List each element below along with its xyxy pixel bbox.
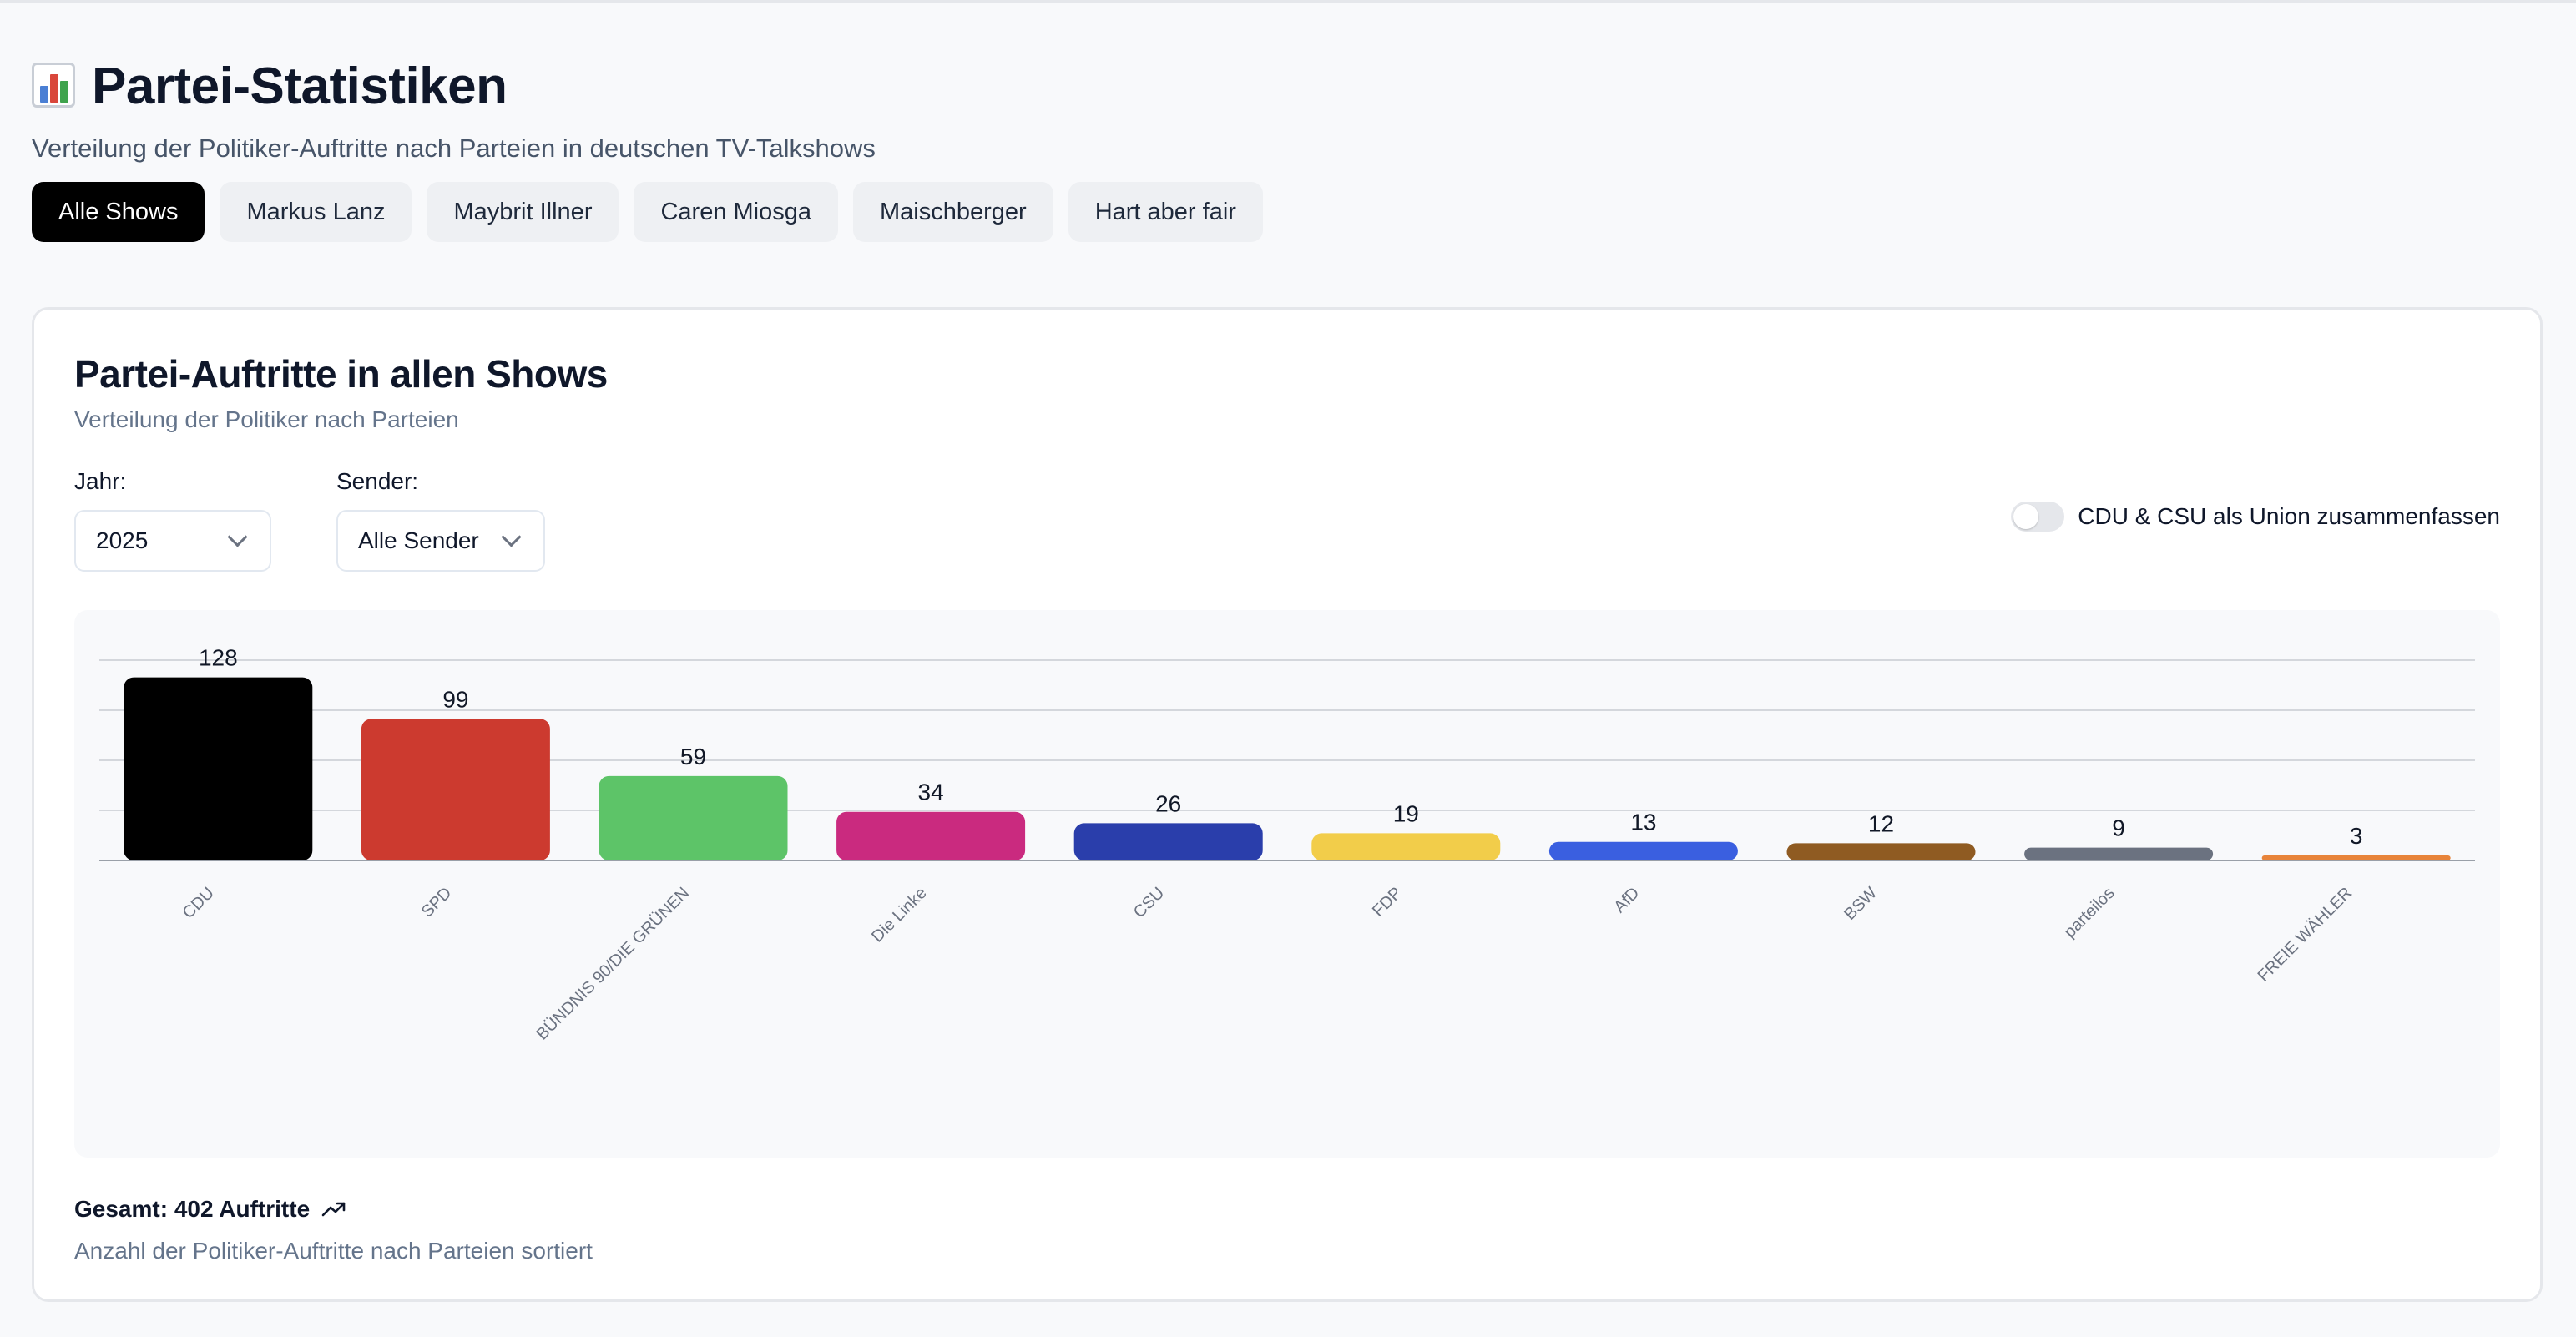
year-label: Jahr:: [74, 468, 127, 494]
bar-bündnis-90-die-grünen[interactable]: [599, 775, 788, 860]
bar-afd[interactable]: [1548, 841, 1738, 860]
data-label: 34: [918, 779, 944, 805]
data-label: 13: [1630, 810, 1656, 835]
chart-area: 128 CDU 99 SPD 59 BÜNDNIS 90/DIE GRÜNEN 34 Die …: [74, 610, 2500, 1158]
data-label: 99: [442, 686, 468, 712]
tab-caren-miosga[interactable]: Caren Miosga: [634, 182, 839, 242]
bar-bsw[interactable]: [1786, 843, 1976, 860]
bar-cdu[interactable]: [124, 677, 313, 860]
tab-hart-aber-fair[interactable]: Hart aber fair: [1068, 182, 1263, 242]
x-tick-label: CSU: [1130, 884, 1168, 921]
x-tick-label: parteilos: [2061, 884, 2119, 941]
tab-maybrit-illner[interactable]: Maybrit Illner: [427, 182, 619, 242]
x-tick-label: CDU: [179, 884, 218, 922]
page-subtitle: Verteilung der Politiker-Auftritte nach …: [32, 134, 876, 163]
year-select[interactable]: 2025: [74, 510, 271, 572]
bar-die-linke[interactable]: [836, 811, 1026, 860]
chevron-down-icon: [501, 527, 522, 547]
data-label: 59: [680, 744, 706, 769]
x-tick-label: BSW: [1841, 884, 1881, 924]
sender-select-value: Alle Sender: [358, 527, 479, 553]
union-toggle-label: CDU & CSU als Union zusammenfassen: [2078, 503, 2500, 529]
union-toggle-group: CDU & CSU als Union zusammenfassen: [2011, 502, 2500, 532]
x-tick-label: Die Linke: [868, 884, 931, 946]
chart-card: Partei-Auftritte in allen Shows Verteilu…: [32, 307, 2543, 1302]
chart-footnote: Anzahl der Politiker-Auftritte nach Part…: [74, 1238, 593, 1264]
bar-fdp[interactable]: [1311, 833, 1501, 860]
x-tick-label: AfD: [1610, 884, 1643, 916]
data-label: 9: [2112, 815, 2125, 841]
top-border: [0, 0, 2576, 3]
data-label: 128: [199, 645, 238, 671]
x-tick-label: FDP: [1369, 884, 1406, 921]
x-tick-label: BÜNDNIS 90/DIE GRÜNEN: [533, 884, 693, 1044]
tab-maischberger[interactable]: Maischberger: [853, 182, 1053, 242]
data-label: 26: [1155, 790, 1181, 816]
sender-select[interactable]: Alle Sender: [336, 510, 545, 572]
total-text: Gesamt: 402 Auftritte: [74, 1196, 311, 1222]
trending-up-icon: [321, 1202, 346, 1217]
tab-alle-shows[interactable]: Alle Shows: [32, 182, 205, 242]
union-toggle-switch[interactable]: [2011, 502, 2065, 532]
card-title: Partei-Auftritte in allen Shows: [74, 352, 608, 396]
page-title: Partei-Statistiken: [92, 57, 508, 115]
bar-freie-wähler[interactable]: [2261, 855, 2451, 860]
x-tick-label: FREIE WÄHLER: [2255, 884, 2356, 986]
tab-markus-lanz[interactable]: Markus Lanz: [220, 182, 412, 242]
year-select-value: 2025: [96, 527, 149, 553]
bar-parteilos[interactable]: [2024, 847, 2214, 860]
x-tick-label: SPD: [418, 884, 456, 921]
title-row: Partei-Statistiken: [32, 50, 2544, 122]
page-header: Partei-Statistiken Verteilung der Politi…: [32, 50, 2544, 242]
bar-chart-icon: [32, 63, 78, 109]
data-label: 19: [1393, 800, 1419, 826]
bar-spd[interactable]: [361, 719, 550, 860]
data-label: 12: [1868, 810, 1894, 836]
data-label: 3: [2350, 823, 2363, 849]
show-tabs: Alle Shows Markus Lanz Maybrit Illner Ca…: [32, 182, 2544, 242]
card-subtitle: Verteilung der Politiker nach Parteien: [74, 406, 459, 432]
bar-csu[interactable]: [1073, 823, 1263, 860]
chevron-down-icon: [227, 527, 248, 547]
toggle-knob: [2013, 504, 2039, 529]
sender-label: Sender:: [336, 468, 419, 494]
bar-chart: 128 CDU 99 SPD 59 BÜNDNIS 90/DIE GRÜNEN 34 Die …: [99, 645, 2475, 1044]
total-summary: Gesamt: 402 Auftritte: [74, 1196, 346, 1223]
